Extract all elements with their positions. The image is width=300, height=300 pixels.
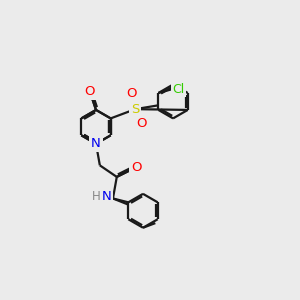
Text: O: O [85, 85, 95, 98]
Text: N: N [91, 137, 101, 150]
Text: O: O [126, 87, 137, 100]
Text: N: N [102, 190, 112, 203]
Text: S: S [131, 103, 140, 116]
Text: O: O [131, 161, 141, 174]
Text: O: O [136, 116, 147, 130]
Text: H: H [92, 190, 100, 203]
Text: Cl: Cl [172, 82, 184, 96]
